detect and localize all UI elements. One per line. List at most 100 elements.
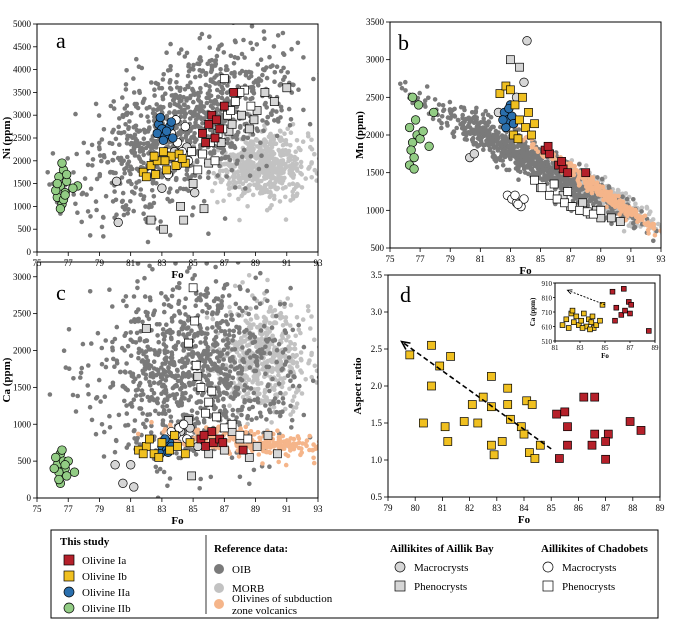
field-point-morb <box>268 357 273 363</box>
field-point-oib <box>151 380 157 386</box>
field-subduction <box>502 123 677 253</box>
point-aillik-macro <box>190 188 200 198</box>
field-point-morb <box>331 388 336 393</box>
field-point-oib <box>110 339 115 345</box>
field-point-oib <box>291 82 296 88</box>
field-point-oib <box>671 230 676 235</box>
field-point-oib <box>183 312 188 317</box>
field-point-morb <box>237 381 242 387</box>
point-olivine-iia <box>166 117 176 127</box>
field-point-oib <box>221 50 227 55</box>
field-point-subduction <box>584 181 590 186</box>
field-point-oib <box>264 75 270 81</box>
field-point-oib <box>515 144 520 149</box>
point-aillik-pheno <box>249 115 259 125</box>
field-point-oib <box>207 357 212 363</box>
field-point-oib <box>216 305 221 311</box>
point-chad-macro <box>519 194 529 204</box>
field-point-oib <box>200 309 205 314</box>
field-point-morb <box>320 349 325 354</box>
field-point-subduction <box>631 211 637 216</box>
plot-area <box>47 262 336 498</box>
field-point-morb <box>294 193 300 198</box>
field-point-oib <box>184 50 190 56</box>
field-point-morb <box>270 174 276 180</box>
field-point-oib <box>133 393 139 398</box>
field-point-oib <box>153 138 159 144</box>
field-point-oib <box>422 102 427 107</box>
field-point-morb <box>323 356 328 361</box>
field-point-oib <box>113 136 119 142</box>
series-chad-macro <box>502 190 529 212</box>
field-point-oib <box>252 339 258 345</box>
field-point-oib <box>205 347 210 352</box>
field-point-oib <box>253 305 259 310</box>
field-point-oib <box>620 194 625 199</box>
field-point-oib <box>101 234 106 239</box>
field-point-oib <box>154 102 159 107</box>
field-point-oib <box>196 124 201 130</box>
field-point-oib <box>80 341 86 347</box>
field-point-morb <box>300 139 306 144</box>
field-point-oib <box>95 330 101 336</box>
field-point-oib <box>252 334 258 340</box>
field-point-oib <box>398 81 403 87</box>
field-point-oib <box>116 124 121 130</box>
panel-a-ni-vs-fo: 75 77 79 81 83 85 87 89 91 9305001000150020002500… <box>1 19 341 281</box>
field-point-morb <box>309 350 315 356</box>
field-point-subduction <box>668 233 673 238</box>
field-point-oib <box>187 265 192 271</box>
field-point-oib <box>265 121 270 126</box>
field-point-oib <box>155 81 161 87</box>
field-point-oib <box>249 24 255 29</box>
field-point-oib <box>166 365 171 371</box>
field-point-oib <box>191 62 196 68</box>
field-point-oib <box>191 99 196 105</box>
field-point-oib <box>132 436 137 441</box>
field-point-oib <box>150 181 156 186</box>
field-point-oib <box>188 109 193 115</box>
field-point-oib <box>135 285 140 291</box>
field-point-subduction <box>662 232 667 237</box>
field-point-oib <box>191 91 196 96</box>
field-point-oib <box>470 135 476 141</box>
field-point-oib <box>336 94 341 99</box>
point-olivine-iia <box>161 126 172 136</box>
field-point-oib <box>237 325 242 330</box>
field-point-oib <box>135 279 140 284</box>
field-point-oib <box>133 123 138 129</box>
field-point-oib <box>516 127 522 132</box>
field-point-oib <box>160 376 165 382</box>
field-point-oib <box>212 362 218 367</box>
field-point-subduction <box>589 178 595 183</box>
field-point-oib <box>151 200 157 206</box>
field-point-morb <box>284 337 289 343</box>
field-point-oib <box>87 289 93 294</box>
field-point-oib <box>248 386 254 391</box>
field-point-morb <box>247 160 252 166</box>
field-point-oib <box>142 294 148 299</box>
point-chad-pheno <box>560 198 569 208</box>
field-point-morb <box>264 360 270 365</box>
field-point-oib <box>103 338 108 343</box>
field-point-morb <box>244 374 249 380</box>
field-point-subduction <box>576 183 582 188</box>
field-point-oib <box>157 379 163 385</box>
point-olivine-iia <box>152 128 162 139</box>
field-point-subduction <box>672 248 677 253</box>
field-point-morb <box>210 316 216 322</box>
field-point-oib <box>215 173 220 178</box>
field-point-oib <box>125 154 130 160</box>
field-point-oib <box>156 339 161 345</box>
field-point-oib <box>139 145 145 151</box>
field-point-morb <box>246 147 252 152</box>
field-point-morb <box>320 159 325 164</box>
field-point-oib <box>152 93 157 98</box>
field-point-oib <box>244 305 249 311</box>
point-olivine-iib <box>409 152 419 163</box>
field-point-oib <box>168 186 173 191</box>
field-point-oib <box>194 158 200 163</box>
field-point-morb <box>283 391 288 396</box>
field-point-oib <box>124 361 129 366</box>
field-point-subduction <box>530 142 536 148</box>
